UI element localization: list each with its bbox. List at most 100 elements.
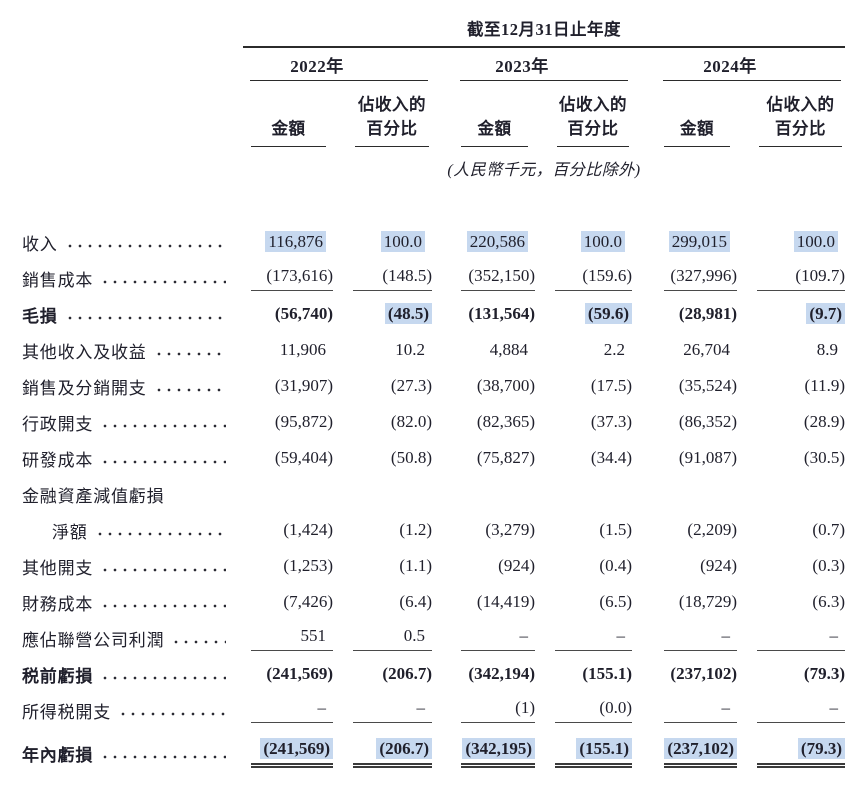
cell-amount-2024: – bbox=[656, 692, 737, 728]
cell-pct-2024: (0.3) bbox=[737, 548, 845, 584]
column-spacer bbox=[432, 224, 453, 260]
cell-value: (34.4) bbox=[590, 448, 632, 467]
cell-pct-2022: (82.0) bbox=[333, 404, 432, 440]
cell-amount-2022: (7,426) bbox=[243, 584, 333, 620]
cell-pct-2023: 100.0 bbox=[535, 224, 632, 260]
cell-amount-2022: (1,424) bbox=[243, 512, 333, 548]
cell-pct-2024: (9.7) bbox=[737, 296, 845, 332]
column-spacer bbox=[432, 620, 453, 656]
table-row: 其他收入及收益 11,906 10.2 4,884 2.2 26,704 8.9 bbox=[0, 332, 845, 368]
column-spacer bbox=[632, 47, 656, 81]
dot-leader bbox=[64, 301, 226, 327]
cell-value: (48.5) bbox=[384, 303, 432, 324]
row-label: 財務成本 bbox=[22, 594, 94, 614]
cell-pct-2023: (59.6) bbox=[535, 296, 632, 332]
cell-value: (30.5) bbox=[803, 448, 845, 467]
column-spacer bbox=[632, 512, 656, 548]
pct-header-line1: 佔收入的 bbox=[358, 95, 426, 114]
column-spacer bbox=[432, 332, 453, 368]
cell-amount-2022: (59,404) bbox=[243, 440, 333, 476]
cell-amount-2024: (237,102) bbox=[656, 656, 737, 692]
cell-value: (6.4) bbox=[399, 592, 432, 611]
table-row: 研發成本 (59,404) (50.8) (75,827) (34.4) (91… bbox=[0, 440, 845, 476]
cell-value: 4,884 bbox=[489, 340, 528, 359]
cell-amount-2023: – bbox=[453, 620, 535, 656]
cell-pct-2022: 10.2 bbox=[333, 332, 432, 368]
row-label: 銷售成本 bbox=[22, 270, 94, 290]
row-label: 税前虧損 bbox=[22, 666, 94, 686]
cell-amount-2024 bbox=[656, 476, 737, 512]
table-row: 年內虧損 (241,569) (206.7) (342,195) (155.1)… bbox=[0, 728, 845, 768]
cell-pct-2022: (50.8) bbox=[333, 440, 432, 476]
cell-value: – bbox=[616, 625, 626, 645]
dot-leader bbox=[100, 265, 226, 291]
row-label-cell: 銷售及分銷開支 bbox=[0, 368, 243, 404]
dot-leader bbox=[118, 697, 226, 723]
cell-value: (109.7) bbox=[795, 265, 845, 285]
cell-pct-2023 bbox=[535, 476, 632, 512]
row-label: 應佔聯營公司利潤 bbox=[22, 630, 165, 650]
cell-value: (2,209) bbox=[687, 520, 737, 539]
cell-value: (82.0) bbox=[390, 412, 432, 431]
cell-value: (1,253) bbox=[283, 556, 333, 575]
column-spacer bbox=[632, 332, 656, 368]
cell-value: 11,906 bbox=[279, 340, 326, 359]
cell-value: (0.3) bbox=[812, 556, 845, 575]
cell-pct-2024 bbox=[737, 476, 845, 512]
table-row: 應佔聯營公司利潤 551 0.5 – – – – bbox=[0, 620, 845, 656]
row-label: 研發成本 bbox=[22, 450, 94, 470]
cell-amount-2024: 26,704 bbox=[656, 332, 737, 368]
dot-leader bbox=[100, 741, 226, 766]
cell-amount-2022: 11,906 bbox=[243, 332, 333, 368]
amount-header: 金額 bbox=[453, 81, 535, 147]
cell-pct-2022: 0.5 bbox=[333, 620, 432, 656]
cell-value: (155.1) bbox=[582, 664, 632, 683]
column-spacer bbox=[432, 404, 453, 440]
cell-value: – bbox=[317, 697, 327, 717]
row-label: 銷售及分銷開支 bbox=[22, 378, 147, 398]
cell-value: (6.5) bbox=[599, 592, 632, 611]
cell-amount-2024: (237,102) bbox=[656, 728, 737, 768]
cell-value: (206.7) bbox=[376, 738, 432, 759]
cell-amount-2024: (327,996) bbox=[656, 260, 737, 296]
cell-pct-2024: (6.3) bbox=[737, 584, 845, 620]
row-label: 年內虧損 bbox=[22, 746, 94, 765]
pct-header: 佔收入的 百分比 bbox=[333, 81, 432, 147]
cell-pct-2023: (0.4) bbox=[535, 548, 632, 584]
cell-pct-2024: (79.3) bbox=[737, 656, 845, 692]
cell-value: – bbox=[829, 625, 839, 645]
column-spacer bbox=[632, 440, 656, 476]
pct-header-line2: 百分比 bbox=[567, 119, 619, 138]
cell-value: (924) bbox=[498, 556, 535, 575]
cell-value: 100.0 bbox=[380, 231, 425, 252]
units-note: (人民幣千元，百分比除外) bbox=[447, 162, 641, 179]
column-spacer bbox=[432, 81, 453, 147]
dot-leader bbox=[100, 589, 226, 615]
pct-header: 佔收入的 百分比 bbox=[737, 81, 845, 147]
table-row: 毛損 (56,740) (48.5) (131,564) (59.6) (28,… bbox=[0, 296, 845, 332]
cell-amount-2023: (342,195) bbox=[453, 728, 535, 768]
header-gap bbox=[0, 196, 845, 224]
cell-amount-2023: (82,365) bbox=[453, 404, 535, 440]
cell-pct-2024: 8.9 bbox=[737, 332, 845, 368]
cell-value: 551 bbox=[300, 625, 327, 645]
row-label-cell: 其他收入及收益 bbox=[0, 332, 243, 368]
column-spacer bbox=[432, 548, 453, 584]
cell-amount-2022: (95,872) bbox=[243, 404, 333, 440]
cell-value: 100.0 bbox=[580, 231, 625, 252]
cell-value: (28,981) bbox=[678, 304, 737, 323]
cell-amount-2023: (38,700) bbox=[453, 368, 535, 404]
cell-value: (75,827) bbox=[476, 448, 535, 467]
row-label: 金融資產減值虧損 bbox=[22, 486, 165, 506]
cell-amount-2022: 551 bbox=[243, 620, 333, 656]
cell-pct-2022: (1.2) bbox=[333, 512, 432, 548]
cell-pct-2024: (79.3) bbox=[737, 728, 845, 768]
dot-leader bbox=[153, 337, 226, 363]
cell-value: – bbox=[416, 697, 426, 717]
cell-value: – bbox=[721, 697, 731, 717]
cell-value: (241,569) bbox=[260, 738, 333, 759]
cell-value: (352,150) bbox=[468, 265, 535, 285]
cell-value: (327,996) bbox=[670, 265, 737, 285]
year-label: 2022年 bbox=[290, 57, 344, 76]
cell-pct-2023: (155.1) bbox=[535, 656, 632, 692]
